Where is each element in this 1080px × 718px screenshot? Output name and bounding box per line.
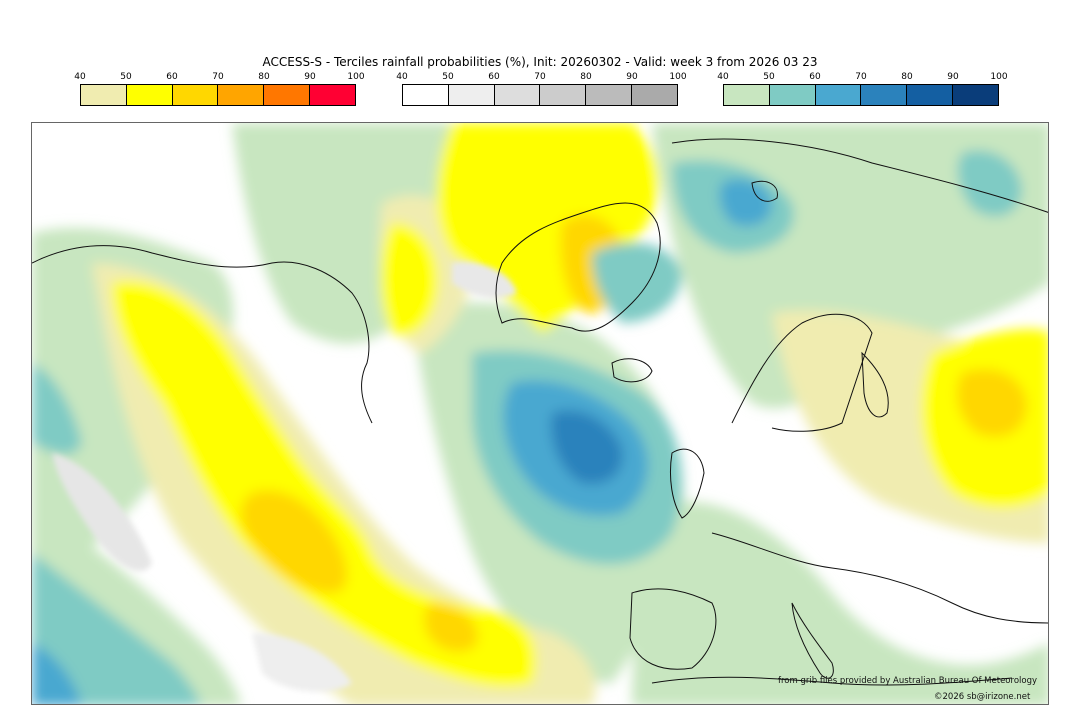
colorbar-above-normal: 40 50 60 70 80 90 100 — [74, 72, 365, 106]
tick-label: 70 — [212, 72, 224, 82]
tick-label: 100 — [990, 72, 1008, 82]
colorbar-swatch — [815, 85, 862, 105]
chart-title: ACCESS-S - Terciles rainfall probabiliti… — [262, 55, 818, 69]
shade-near-normal — [252, 633, 352, 692]
tick-label: 70 — [855, 72, 867, 82]
shade-below-50 — [32, 553, 202, 704]
coastline-europe — [711, 532, 1048, 624]
colorbar-near-normal: 40 50 60 70 80 90 100 — [396, 72, 687, 106]
tick-label: 40 — [396, 72, 408, 82]
colorbar-boxes — [723, 84, 999, 106]
coastline-africa — [651, 676, 1013, 686]
tick-label: 90 — [626, 72, 638, 82]
coastline-arctic-islands — [751, 180, 778, 202]
probability-field — [32, 123, 1048, 704]
colorbar-swatch — [769, 85, 816, 105]
shade-above-60 — [424, 603, 478, 652]
tick-label: 80 — [901, 72, 913, 82]
shade-below-50 — [592, 242, 682, 323]
tick-label: 80 — [580, 72, 592, 82]
colorbar-swatch — [494, 85, 541, 105]
coastline-iberia — [629, 588, 717, 670]
colorbar-below-normal: 40 50 60 70 80 90 100 — [717, 72, 1008, 106]
tick-label: 40 — [74, 72, 86, 82]
shade-above-60 — [240, 490, 347, 593]
map-credit-copyright: ©2026 sb@irizone.net — [934, 692, 1031, 702]
shade-below-50 — [957, 150, 1022, 217]
colorbar-swatch — [540, 85, 587, 105]
coastline-british-isles — [669, 448, 705, 519]
colorbar-swatch — [403, 85, 449, 105]
coastline-italy — [791, 602, 834, 679]
colorbar-swatch — [861, 85, 908, 105]
tick-label: 100 — [669, 72, 687, 82]
colorbar-boxes — [80, 84, 356, 106]
colorbar-swatch — [126, 85, 173, 105]
colorbar-swatch — [218, 85, 265, 105]
colorbar-swatch — [953, 85, 998, 105]
colorbar-ticks: 40 50 60 70 80 90 100 — [717, 72, 1007, 84]
forecast-map: from grib files provided by Australian B… — [31, 122, 1049, 705]
colorbar-swatch — [907, 85, 954, 105]
colorbar-ticks: 40 50 60 70 80 90 100 — [74, 72, 364, 84]
colorbar-swatch — [172, 85, 219, 105]
tick-label: 70 — [534, 72, 546, 82]
coastline-scandinavia — [731, 313, 873, 432]
tick-label: 80 — [258, 72, 270, 82]
shade-above-50 — [380, 223, 438, 336]
coastline-greenland — [495, 202, 661, 332]
shade-below-40 — [632, 501, 1048, 704]
tick-label: 60 — [488, 72, 500, 82]
colorbar-swatch — [586, 85, 633, 105]
coastline-north-america — [32, 245, 373, 424]
shade-below-50 — [32, 363, 82, 455]
tick-label: 40 — [717, 72, 729, 82]
shade-below-60 — [32, 643, 82, 704]
tick-label: 50 — [442, 72, 454, 82]
coastline-baltic — [861, 351, 889, 418]
colorbar-swatch — [310, 85, 355, 105]
colorbar-swatch — [264, 85, 311, 105]
colorbar-swatch — [448, 85, 495, 105]
shade-below-60 — [719, 179, 772, 227]
tick-label: 60 — [809, 72, 821, 82]
tick-label: 90 — [304, 72, 316, 82]
colorbar-swatch — [632, 85, 677, 105]
colorbar-swatch — [724, 85, 770, 105]
colorbar-ticks: 40 50 60 70 80 90 100 — [396, 72, 686, 84]
map-credit-source: from grib files provided by Australian B… — [778, 676, 1038, 686]
tick-label: 100 — [347, 72, 365, 82]
colorbar-boxes — [402, 84, 678, 106]
colorbar-swatch — [81, 85, 127, 105]
shade-above-60 — [957, 369, 1027, 437]
tick-label: 50 — [120, 72, 132, 82]
shade-near-normal — [452, 262, 517, 299]
tick-label: 50 — [763, 72, 775, 82]
tick-label: 60 — [166, 72, 178, 82]
coastline-arctic — [671, 138, 1048, 213]
coastline-iceland — [611, 358, 653, 383]
shade-above-50 — [112, 281, 536, 687]
tick-label: 90 — [947, 72, 959, 82]
map-canvas — [32, 123, 1048, 704]
coastlines — [32, 138, 1048, 686]
shade-below-70 — [551, 410, 623, 484]
near-normal-field — [52, 262, 517, 692]
shade-near-normal — [52, 453, 152, 572]
